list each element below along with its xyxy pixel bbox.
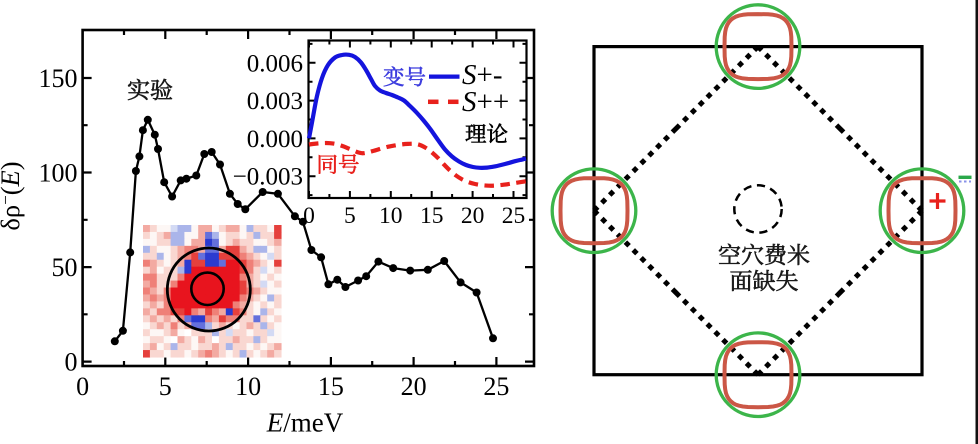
svg-text:S+-: S+- — [462, 59, 503, 91]
svg-text:5: 5 — [344, 203, 356, 229]
svg-text:15: 15 — [318, 372, 344, 401]
svg-text:5: 5 — [159, 372, 172, 401]
svg-text:0.003: 0.003 — [247, 88, 303, 115]
svg-text:0.000: 0.000 — [247, 126, 303, 153]
svg-text:25: 25 — [483, 372, 509, 401]
svg-text:0: 0 — [76, 372, 89, 401]
svg-text:−0.003: −0.003 — [233, 164, 303, 191]
svg-text:0.006: 0.006 — [247, 50, 303, 77]
svg-text:20: 20 — [401, 372, 427, 401]
svg-text:δρ−(E): δρ−(E) — [0, 161, 25, 230]
svg-text:0: 0 — [303, 203, 315, 229]
svg-text:E/meV: E/meV — [266, 408, 344, 438]
svg-text:10: 10 — [379, 203, 403, 229]
svg-text:10: 10 — [235, 372, 261, 401]
svg-text:15: 15 — [420, 203, 444, 229]
svg-text:100: 100 — [39, 159, 78, 188]
svg-text:0: 0 — [65, 348, 78, 377]
svg-text:25: 25 — [502, 203, 526, 229]
svg-text:50: 50 — [52, 253, 78, 282]
svg-text:20: 20 — [461, 203, 485, 229]
svg-text:150: 150 — [39, 64, 78, 93]
svg-text:S++: S++ — [462, 86, 509, 118]
